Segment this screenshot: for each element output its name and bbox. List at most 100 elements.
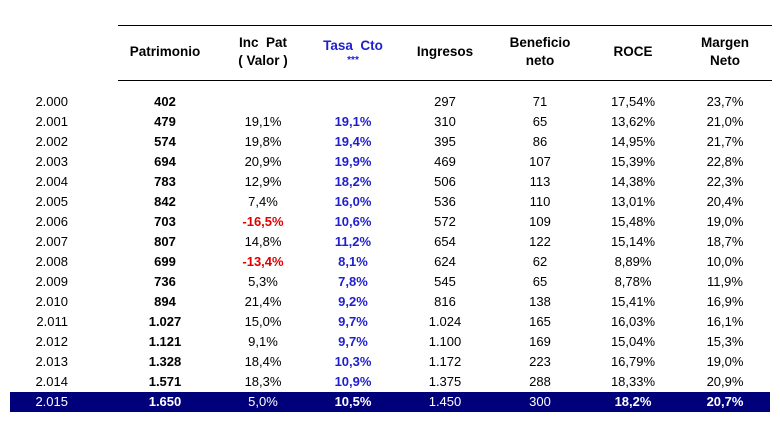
cell-inc-pat: 18,4% [244,354,282,369]
header-roce-label: ROCE [613,44,653,59]
cell-ingresos: 1.024 [428,314,462,329]
cell-patrimonio: 783 [154,174,176,189]
cell-inc-pat [218,92,308,112]
table-top-rule [118,25,772,26]
cell-year: 2.009 [35,274,68,289]
cell-patrimonio: 694 [154,154,176,169]
cell-year: 2.007 [35,234,68,249]
cell-inc-pat: 5,3% [248,274,278,289]
cell-ingresos: 395 [434,134,456,149]
cell-inc-pat: 18,3% [244,374,282,389]
cell-beneficio: 110 [529,194,551,209]
cell-tasa: 8,1% [338,254,368,269]
cell-patrimonio: 1.121 [148,334,182,349]
cell-beneficio: 169 [529,334,551,349]
header-ingresos: Ingresos [400,30,490,74]
cell-inc-pat: 9,1% [248,334,278,349]
cell-tasa: 19,4% [334,134,372,149]
cell-tasa: 10,6% [334,214,372,229]
table-row: 2.000 402 297 71 17,54% 23,7% [0,92,780,112]
cell-margen: 21,7% [706,134,744,149]
cell-ingresos: 1.375 [428,374,462,389]
table-row: 2.007 807 14,8% 11,2% 654 122 15,14% 18,7% [0,232,780,252]
cell-patrimonio: 1.571 [148,374,182,389]
cell-patrimonio: 1.027 [148,314,182,329]
table-row: 2.008 699 -13,4% 8,1% 624 62 8,89% 10,0% [0,252,780,272]
cell-inc-pat: 21,4% [244,294,282,309]
cell-beneficio: 300 [529,394,551,409]
cell-ingresos: 469 [434,154,456,169]
header-bottom-rule [118,80,772,81]
table-row: 2.002 574 19,8% 19,4% 395 86 14,95% 21,7% [0,132,780,152]
table-row: 2.009 736 5,3% 7,8% 545 65 8,78% 11,9% [0,272,780,292]
cell-patrimonio: 736 [154,274,176,289]
cell-roce: 18,33% [610,374,656,389]
cell-inc-pat: 12,9% [244,174,282,189]
table-row: 2.010 894 21,4% 9,2% 816 138 15,41% 16,9% [0,292,780,312]
cell-ingresos: 572 [434,214,456,229]
header-beneficio-line2: neto [525,53,555,68]
cell-year: 2.004 [35,174,68,189]
cell-patrimonio: 479 [154,114,176,129]
cell-ingresos: 654 [434,234,456,249]
cell-margen: 20,9% [706,374,744,389]
cell-year: 2.002 [35,134,68,149]
cell-roce: 8,78% [614,274,652,289]
cell-inc-pat: 5,0% [248,394,278,409]
cell-patrimonio: 1.650 [148,394,182,409]
cell-margen: 20,4% [706,194,744,209]
cell-patrimonio: 402 [154,94,176,109]
table-row: 2.004 783 12,9% 18,2% 506 113 14,38% 22,3% [0,172,780,192]
table-row: 2.012 1.121 9,1% 9,7% 1.100 169 15,04% 15,3% [0,332,780,352]
cell-beneficio: 65 [532,274,548,289]
cell-inc-pat: 19,8% [244,134,282,149]
cell-year: 2.005 [35,194,68,209]
header-tasa-stars: *** [347,55,359,66]
cell-inc-pat: 7,4% [248,194,278,209]
cell-year: 2.003 [35,154,68,169]
cell-beneficio: 122 [529,234,551,249]
cell-margen: 15,3% [706,334,744,349]
header-margen-line2: Neto [710,53,740,68]
cell-year: 2.001 [35,114,68,129]
cell-roce: 8,89% [614,254,652,269]
cell-roce: 17,54% [610,94,656,109]
cell-tasa: 10,5% [334,394,372,409]
cell-roce: 16,79% [610,354,656,369]
header-roce: ROCE [588,30,678,74]
cell-tasa: 7,8% [338,274,368,289]
cell-margen: 16,9% [706,294,744,309]
cell-roce: 15,14% [610,234,656,249]
cell-year: 2.010 [35,294,68,309]
table-row: 2.006 703 -16,5% 10,6% 572 109 15,48% 19,0% [0,212,780,232]
cell-beneficio: 288 [529,374,551,389]
cell-inc-pat: 19,1% [244,114,282,129]
cell-tasa: 10,3% [334,354,372,369]
cell-tasa: 19,9% [334,154,372,169]
cell-margen: 10,0% [706,254,744,269]
cell-margen: 16,1% [706,314,744,329]
cell-inc-pat: 14,8% [244,234,282,249]
cell-roce: 14,95% [610,134,656,149]
cell-roce: 13,62% [610,114,656,129]
cell-roce: 16,03% [610,314,656,329]
cell-beneficio: 86 [532,134,548,149]
cell-inc-pat: -16,5% [242,214,284,229]
cell-ingresos: 1.450 [428,394,462,409]
cell-margen: 21,0% [706,114,744,129]
cell-patrimonio: 842 [154,194,176,209]
cell-year: 2.013 [35,354,68,369]
header-inc-pat-line2: ( Valor ) [238,53,288,68]
cell-tasa: 18,2% [334,174,372,189]
cell-ingresos: 624 [434,254,456,269]
header-beneficio-line1: Beneficio [509,35,571,50]
cell-ingresos: 545 [434,274,456,289]
table-row: 2.011 1.027 15,0% 9,7% 1.024 165 16,03% 16,1% [0,312,780,332]
cell-ingresos: 1.100 [428,334,462,349]
cell-tasa [308,92,398,112]
cell-beneficio: 223 [529,354,551,369]
cell-beneficio: 138 [529,294,551,309]
cell-patrimonio: 574 [154,134,176,149]
cell-ingresos: 297 [434,94,456,109]
